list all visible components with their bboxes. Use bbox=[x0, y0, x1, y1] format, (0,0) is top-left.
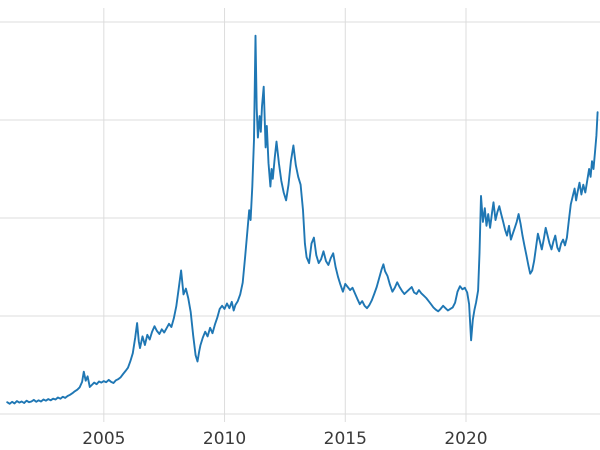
x-tick-label: 2015 bbox=[324, 429, 367, 449]
price-series-line bbox=[6, 34, 599, 405]
x-tick-label: 2010 bbox=[203, 429, 246, 449]
x-tick-label: 2005 bbox=[82, 429, 125, 449]
x-tick-label: 2020 bbox=[444, 429, 487, 449]
